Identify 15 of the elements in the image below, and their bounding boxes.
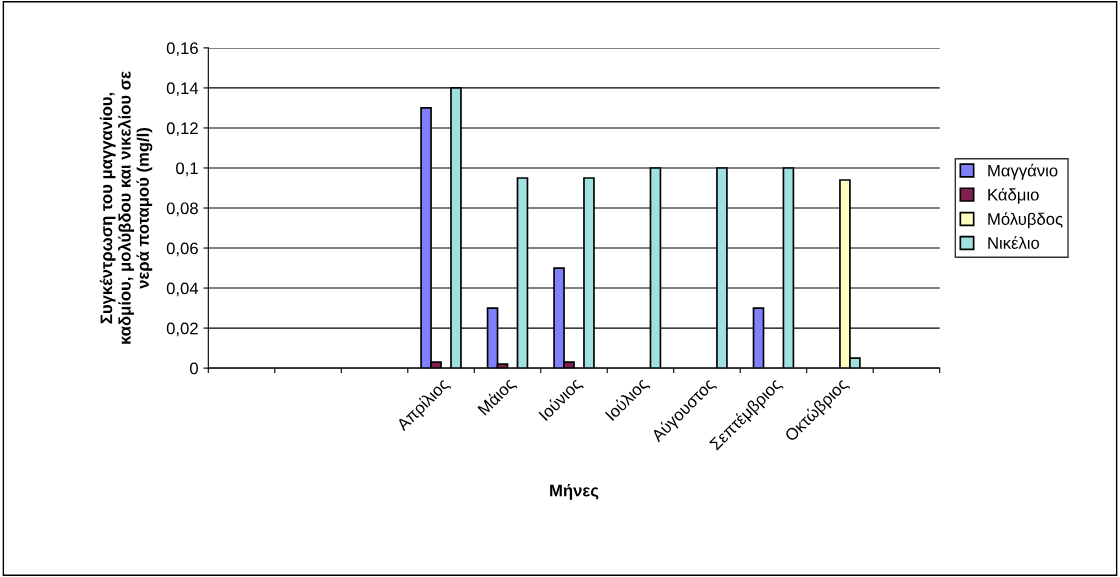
y-tick-label: 0,12 <box>166 122 198 137</box>
y-tick-label: 0,06 <box>166 242 198 257</box>
x-axis-title: Μήνες <box>550 484 599 500</box>
y-tick-label: 0,1 <box>176 162 198 177</box>
y-tick-label: 0 <box>189 362 198 375</box>
y-tick-label: 0,02 <box>166 322 198 337</box>
y-tick-label: 0,16 <box>166 42 198 57</box>
legend-label: Μαγγάνιο <box>988 163 1058 180</box>
y-tick-label: 0,14 <box>166 82 199 97</box>
y-tick-label: 0,04 <box>166 282 199 297</box>
legend-label: Κάδμιο <box>988 187 1039 204</box>
y-axis-title: Συγκέντρωση του μαγγανίου, καδμίου, μολύβδου και νικελίου σε νερά ποταμού (mg/l) <box>99 71 153 344</box>
legend-label: Νικέλιο <box>988 236 1040 249</box>
legend-label: Μόλυβδος <box>988 212 1063 229</box>
y-tick-label: 0,08 <box>166 202 198 217</box>
